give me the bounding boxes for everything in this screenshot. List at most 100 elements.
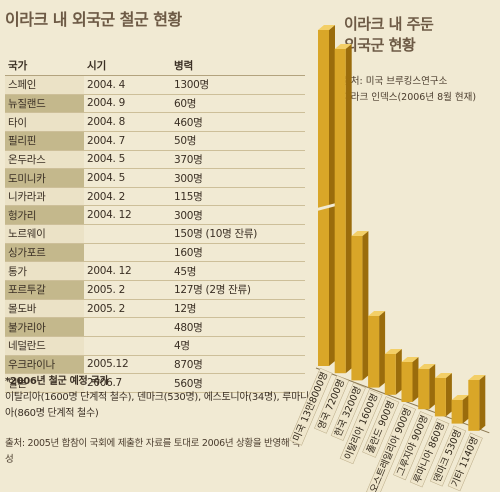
- bar-label-box: [362, 396, 400, 458]
- bar-label-box: [409, 418, 450, 488]
- header-troops: 병력: [171, 56, 305, 76]
- bar-side: [362, 231, 369, 381]
- period-cell: [84, 243, 171, 263]
- bar: [434, 378, 446, 417]
- bar-label-box: [339, 389, 383, 465]
- troops-cell: 870명: [171, 355, 305, 375]
- bar: [384, 354, 396, 395]
- country-cell: 헝가리: [5, 205, 84, 226]
- table-row: 포르투갈 2005. 2 127명 (2명 잔류): [5, 280, 305, 300]
- period-cell: 2005. 2: [84, 299, 171, 319]
- bar-top: [384, 349, 402, 354]
- table-row: 불가리아 480명: [5, 317, 305, 337]
- period-cell: 2004. 7: [84, 131, 171, 151]
- table-row: 타이 2004. 8 460명: [5, 112, 305, 132]
- table-body: 스페인 2004. 4 1300명 뉴질랜드 2004. 9 60명 타이 2004. 8 46…: [5, 75, 305, 393]
- troops-cell: 160명: [171, 243, 305, 263]
- table-row: 몰도바 2005. 2 12명: [5, 299, 305, 319]
- bar-side: [345, 44, 352, 374]
- troops-cell: 50명: [171, 131, 305, 151]
- troops-cell: 480명: [171, 317, 305, 337]
- troops-cell: 300명: [171, 168, 305, 188]
- table-title: 이라크 내 외국군 철군 현황: [5, 10, 182, 29]
- troops-cell: 12명: [171, 299, 305, 319]
- troops-cell: 370명: [171, 150, 305, 170]
- period-cell: 2004. 5: [84, 168, 171, 188]
- bar-top: [451, 395, 469, 400]
- table-footnote: 출처: 2005년 합참이 국회에 제출한 자료를 토대로 2006년 상황을 …: [5, 438, 301, 465]
- bar: [334, 49, 346, 374]
- period-cell: 2004. 4: [84, 75, 171, 95]
- country-cell: 스페인: [5, 75, 84, 95]
- country-cell: 니카라과: [5, 187, 84, 207]
- bar-break-mark: [317, 203, 336, 211]
- header-period: 시기: [84, 56, 171, 76]
- troops-cell: 60명: [171, 94, 305, 114]
- period-cell: 2005.12: [84, 355, 171, 375]
- bar-side: [329, 25, 335, 366]
- bar: [401, 362, 413, 402]
- bar-top: [434, 373, 452, 378]
- period-cell: [84, 224, 171, 244]
- table-row: 니카라과 2004. 2 115명: [5, 187, 305, 207]
- country-cell: 일본: [5, 373, 84, 393]
- troops-cell: 560명: [171, 373, 305, 393]
- chart-title-line2: 외국군 현황: [344, 36, 416, 54]
- table-header-row: 국가 시기 병력: [5, 56, 305, 76]
- country-cell: 도미니카: [5, 168, 84, 188]
- table-row: 뉴질랜드 2004. 9 60명: [5, 94, 305, 114]
- country-cell: 통가: [5, 261, 84, 282]
- table-row: 도미니카 2004. 5 300명: [5, 168, 305, 188]
- bar-top: [318, 25, 335, 30]
- troops-cell: 4명: [171, 336, 305, 356]
- country-cell: 몰도바: [5, 299, 84, 319]
- planned-withdrawal-note: *2006년 철군 예정 국가 이탈리아(1600명 단계적 철수), 덴마크(…: [5, 374, 315, 422]
- table-row: 우크라이나 2005.12 870명: [5, 355, 305, 375]
- planned-heading: *2006년 철군 예정 국가: [5, 376, 109, 387]
- country-cell: 포르투갈: [5, 280, 84, 300]
- period-cell: 2006.7: [84, 373, 171, 393]
- bar-side: [462, 395, 469, 424]
- bar-label-box: [393, 411, 433, 481]
- bar-side: [445, 373, 452, 417]
- bar-top: [418, 364, 436, 369]
- bar-side: [412, 357, 419, 402]
- troops-cell: 115명: [171, 187, 305, 207]
- planned-text: 이탈리아(1600명 단계적 철수), 덴마크(530명), 에스토니아(34명…: [5, 392, 309, 419]
- country-cell: 네덜란드: [5, 336, 84, 356]
- bar-top: [351, 231, 369, 236]
- bar: [351, 236, 363, 381]
- bar-label-box: [289, 367, 333, 446]
- bar-top: [334, 44, 352, 49]
- bar-top: [468, 375, 486, 380]
- country-cell: 우크라이나: [5, 355, 84, 375]
- period-cell: 2004. 2: [84, 187, 171, 207]
- period-cell: 2004. 9: [84, 94, 171, 114]
- period-cell: 2004. 12: [84, 261, 171, 282]
- period-cell: 2004. 8: [84, 112, 171, 132]
- period-cell: 2005. 2: [84, 280, 171, 300]
- troops-cell: 300명: [171, 205, 305, 226]
- withdrawal-table: 국가 시기 병력 스페인 2004. 4 1300명 뉴질랜드 2004. 9 60명 타이…: [5, 56, 305, 393]
- bar: [468, 380, 480, 431]
- bar-label-box: [429, 425, 467, 487]
- country-cell: 타이: [5, 112, 84, 132]
- chart-title: 이라크 내 주둔 외국군 현황: [344, 14, 434, 56]
- country-cell: 싱가포르: [5, 243, 84, 263]
- country-cell: 노르웨이: [5, 224, 84, 244]
- table-row: 통가 2004. 12 45명: [5, 261, 305, 282]
- table-row: 노르웨이 150명 (10명 잔류): [5, 224, 305, 244]
- table-row: 일본 2006.7 560명: [5, 373, 305, 393]
- bar-label-box: [366, 403, 416, 492]
- country-cell: 뉴질랜드: [5, 94, 84, 114]
- bar: [368, 316, 380, 388]
- chart-source-line2: 이라크 인덱스(2006년 8월 현재): [342, 92, 477, 103]
- bar-side: [479, 375, 486, 431]
- chart-title-line1: 이라크 내 주둔: [344, 15, 434, 33]
- bar-side: [379, 311, 386, 388]
- table-row: 싱가포르 160명: [5, 243, 305, 263]
- bar-label-box: [330, 382, 366, 441]
- bar-side: [429, 364, 436, 410]
- period-cell: 2004. 12: [84, 205, 171, 226]
